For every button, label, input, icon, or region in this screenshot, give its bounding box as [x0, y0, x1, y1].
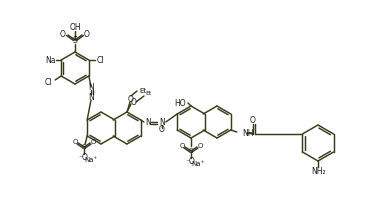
Text: O: O: [60, 30, 66, 38]
Text: Et: Et: [146, 91, 152, 96]
Text: Na⁺: Na⁺: [84, 157, 98, 163]
Text: O: O: [128, 95, 134, 104]
Text: Na: Na: [45, 55, 55, 65]
Text: O: O: [73, 139, 78, 145]
Text: N: N: [159, 118, 165, 127]
Text: N: N: [88, 92, 94, 101]
Text: O: O: [197, 143, 203, 149]
Text: O: O: [84, 30, 90, 38]
Text: O: O: [179, 143, 185, 149]
Text: Et: Et: [140, 88, 147, 94]
Text: ⁻O: ⁻O: [185, 157, 195, 165]
Text: ⁻O: ⁻O: [78, 153, 88, 161]
Text: Cl: Cl: [44, 77, 52, 87]
Text: O: O: [90, 139, 96, 145]
Text: O: O: [250, 115, 256, 124]
Text: Cl: Cl: [97, 55, 105, 65]
Text: S: S: [82, 144, 86, 150]
Text: O: O: [159, 126, 165, 134]
Text: HO: HO: [174, 99, 186, 107]
Text: S: S: [73, 35, 77, 45]
Text: O: O: [131, 97, 137, 107]
Text: OH: OH: [69, 23, 81, 31]
Text: NH: NH: [242, 128, 253, 138]
Text: S: S: [189, 148, 193, 154]
Text: N: N: [145, 118, 151, 127]
Text: NH₂: NH₂: [312, 168, 326, 176]
Text: Na⁺: Na⁺: [191, 161, 205, 167]
Text: N: N: [88, 83, 94, 92]
